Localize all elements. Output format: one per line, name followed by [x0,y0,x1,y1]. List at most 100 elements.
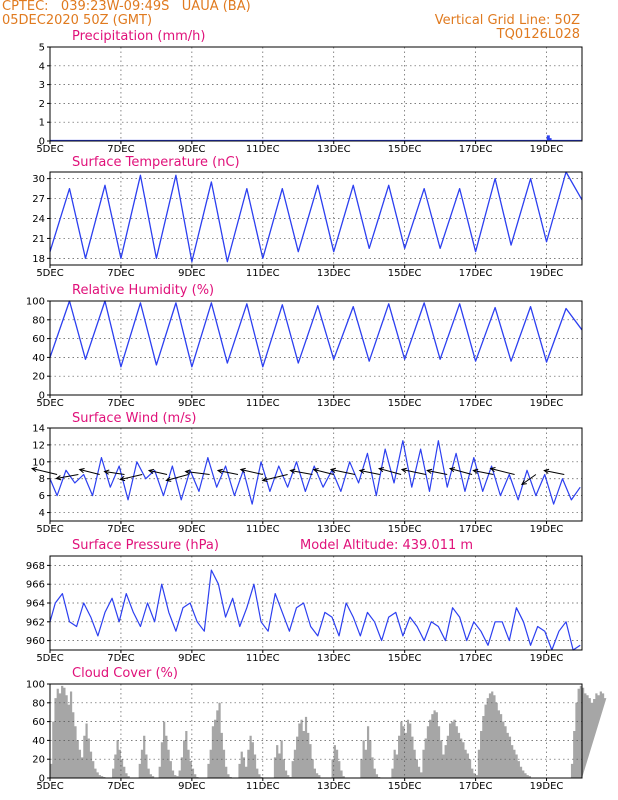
y-tick-label: 4 [39,508,45,519]
x-tick-label: 5DEC [36,653,63,664]
x-tick-label: 19DEC [530,653,564,664]
panel-title: Cloud Cover (%) [72,666,178,681]
panel-title: Surface Pressure (hPa) [72,538,219,553]
y-tick-label: 80 [32,315,45,326]
y-tick-label: 0 [39,391,45,402]
y-tick-label: 40 [32,736,45,747]
y-tick-label: 2 [39,99,45,110]
y-tick-label: 0 [39,774,45,785]
x-tick-label: 5DEC [36,268,63,279]
x-tick-label: 13DEC [317,781,351,792]
panel-frame [49,427,583,522]
y-tick-label: 8 [39,474,45,485]
wind-arrow [401,469,427,475]
wind-arrow [56,474,79,479]
x-tick-label: 19DEC [530,398,564,409]
wind-arrow [290,470,313,475]
wind-arrowhead [78,467,85,474]
x-tick-label: 11DEC [246,398,280,409]
panel-annotation: Model Altitude: 439.011 m [300,538,473,553]
x-tick-label: 17DEC [459,524,493,535]
series-line [49,300,583,368]
x-tick-label: 15DEC [388,398,422,409]
x-tick-label: 7DEC [107,144,134,155]
wind-arrow [217,470,239,475]
x-tick-label: 9DEC [178,653,205,664]
panel-1: 0 1 2 3 4 5 5DEC 7DEC 9DEC 11DEC 13DEC 15DEC 17DEC 19… [36,29,583,155]
y-tick-label: 27 [32,194,45,205]
wind-arrowhead [216,468,223,474]
header-station: CPTEC: 039:23W-09:49S UAUA (BA) [2,0,251,14]
wind-arrowhead [329,467,336,473]
wind-arrow [79,469,100,475]
wind-arrowhead [472,468,479,474]
panel-frame [49,683,583,779]
wind-arrowhead [448,467,456,473]
model-code: TQ0126L028 [496,27,580,42]
wind-arrowhead [489,466,496,473]
x-tick-label: 13DEC [317,653,351,664]
x-tick-label: 13DEC [317,398,351,409]
x-tick-label: 15DEC [388,268,422,279]
x-tick-label: 11DEC [246,268,280,279]
y-tick-label: 60 [32,334,45,345]
wind-arrowhead [147,468,155,474]
x-tick-label: 19DEC [530,144,564,155]
wind-arrowhead [358,468,365,474]
x-tick-label: 11DEC [246,144,280,155]
x-tick-label: 7DEC [107,653,134,664]
y-tick-label: 6 [39,491,45,502]
wind-arrowhead [165,476,172,482]
x-tick-label: 9DEC [178,524,205,535]
x-tick-label: 13DEC [317,268,351,279]
wind-arrow [330,469,356,475]
y-tick-label: 18 [32,254,45,265]
wind-arrowhead [312,467,319,474]
x-tick-label: 5DEC [36,524,63,535]
y-tick-label: 4 [39,61,45,72]
wind-arrow [378,468,402,475]
x-tick-label: 11DEC [246,524,280,535]
panel-title: Surface Wind (m/s) [72,411,196,426]
x-tick-label: 7DEC [107,524,134,535]
x-tick-label: 15DEC [388,781,422,792]
wind-arrowhead [261,476,268,483]
x-tick-label: 5DEC [36,781,63,792]
wind-arrow [449,468,473,475]
y-tick-label: 21 [32,234,45,245]
precip-bar [546,135,550,141]
y-tick-label: 40 [32,353,45,364]
grid-note: Vertical Grid Line: 50Z [434,13,580,28]
y-tick-label: 962 [26,617,45,628]
wind-arrowhead [378,467,385,473]
y-tick-label: 30 [32,174,45,185]
wind-arrow [120,474,143,480]
wind-arrow [313,469,334,475]
wind-arrowhead [400,467,407,473]
cloud-cover-area [50,685,607,778]
x-tick-label: 17DEC [459,653,493,664]
wind-arrowhead [30,466,38,473]
y-tick-label: 20 [32,755,45,766]
x-tick-label: 13DEC [317,524,351,535]
panel-6: 0 20 40 60 80 100 5DEC 7DEC 9DEC 11DEC 13DEC 15DEC 1… [26,666,607,792]
chart-header: CPTEC: 039:23W-09:49S UAUA (BA) 05DEC2020… [2,0,251,28]
header-date: 05DEC2020 50Z (GMT) [2,13,153,28]
wind-arrow [104,471,125,475]
wind-arrow [262,474,288,481]
y-tick-label: 960 [26,636,45,647]
panel-3: 0 20 40 60 80 100 5DEC 7DEC 9DEC 11DEC 13DEC 15DEC 1… [26,283,583,409]
y-tick-label: 1 [39,118,45,129]
series-line [49,171,583,263]
wind-arrowhead [103,469,110,475]
x-tick-label: 15DEC [388,144,422,155]
panel-4: 4 6 8 10 12 14 5DEC 7DEC 9DEC 11DEC 13DEC 15DEC 17DE… [30,411,583,535]
x-tick-label: 9DEC [178,398,205,409]
wind-arrowhead [289,468,296,474]
y-tick-label: 5 [39,43,45,54]
wind-arrow [473,470,494,475]
y-tick-label: 80 [32,698,45,709]
wind-arrow [148,470,168,475]
y-tick-label: 966 [26,580,45,591]
